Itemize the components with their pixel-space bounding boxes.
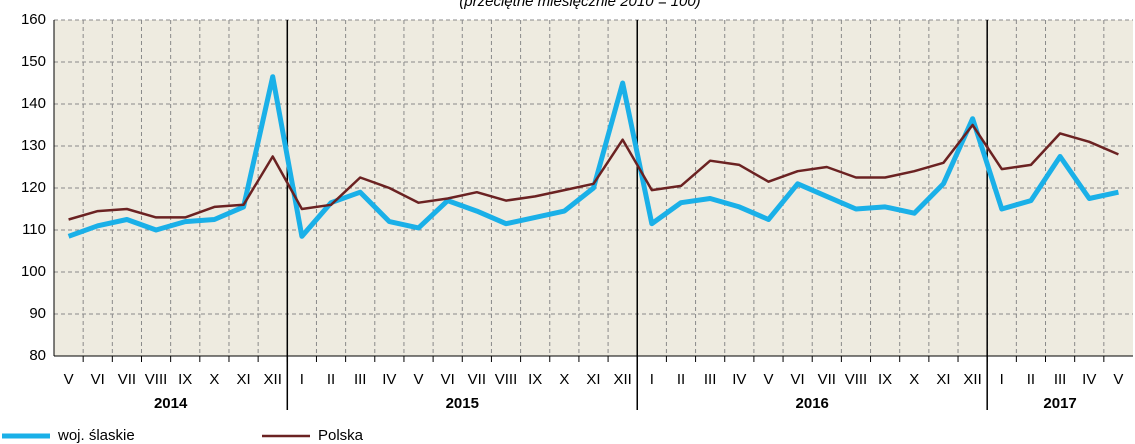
- x-tick-label: IV: [732, 371, 746, 388]
- y-tick-label: 80: [29, 347, 46, 364]
- x-tick-label: II: [327, 371, 335, 388]
- x-tick-label: IX: [178, 371, 192, 388]
- y-tick-label: 110: [22, 221, 46, 238]
- x-tick-label: VIII: [495, 371, 518, 388]
- x-tick-label: XII: [613, 371, 631, 388]
- x-tick-label: X: [559, 371, 569, 388]
- x-tick-label: IV: [1082, 371, 1096, 388]
- year-label: 2015: [446, 395, 479, 412]
- y-tick-label: 120: [21, 179, 46, 196]
- y-tick-label: 130: [21, 137, 46, 154]
- x-tick-label: VII: [468, 371, 486, 388]
- x-tick-label: VIII: [145, 371, 168, 388]
- chart-subtitle: (przeciętne miesięcznie 2010 = 100): [459, 0, 700, 10]
- x-tick-label: VI: [441, 371, 455, 388]
- x-tick-label: XI: [936, 371, 950, 388]
- y-tick-label: 160: [21, 11, 46, 28]
- x-tick-label: VI: [91, 371, 105, 388]
- x-tick-label: III: [354, 371, 367, 388]
- x-tick-label: VII: [118, 371, 136, 388]
- x-tick-label: XI: [236, 371, 250, 388]
- x-tick-label: IX: [528, 371, 542, 388]
- legend-label: woj. ślaskie: [57, 427, 135, 444]
- series-line: [67, 74, 1119, 239]
- y-tick-label: 140: [21, 95, 46, 112]
- x-tick-label: X: [909, 371, 919, 388]
- y-tick-label: 150: [21, 53, 46, 70]
- year-label: 2017: [1043, 395, 1076, 412]
- y-tick-label: 90: [29, 305, 46, 322]
- x-tick-label: I: [300, 371, 304, 388]
- y-tick-label: 100: [21, 263, 46, 280]
- series-line: [68, 123, 1119, 221]
- x-tick-label: XI: [586, 371, 600, 388]
- x-tick-label: XII: [264, 371, 282, 388]
- year-label: 2016: [796, 395, 829, 412]
- x-tick-label: III: [1054, 371, 1067, 388]
- x-tick-label: V: [414, 371, 424, 388]
- x-tick-label: XII: [963, 371, 981, 388]
- x-tick-label: I: [650, 371, 654, 388]
- x-tick-label: X: [209, 371, 219, 388]
- x-tick-label: V: [64, 371, 74, 388]
- legend-label: Polska: [318, 427, 364, 444]
- year-label: 2014: [154, 395, 188, 412]
- x-tick-label: VIII: [845, 371, 868, 388]
- x-tick-label: III: [704, 371, 717, 388]
- x-tick-label: VI: [791, 371, 805, 388]
- x-tick-label: IV: [382, 371, 396, 388]
- x-tick-label: I: [1000, 371, 1004, 388]
- x-tick-label: VII: [818, 371, 836, 388]
- x-tick-label: V: [1113, 371, 1123, 388]
- x-tick-label: IX: [878, 371, 892, 388]
- x-tick-label: V: [763, 371, 773, 388]
- x-tick-label: II: [1027, 371, 1035, 388]
- x-tick-label: II: [677, 371, 685, 388]
